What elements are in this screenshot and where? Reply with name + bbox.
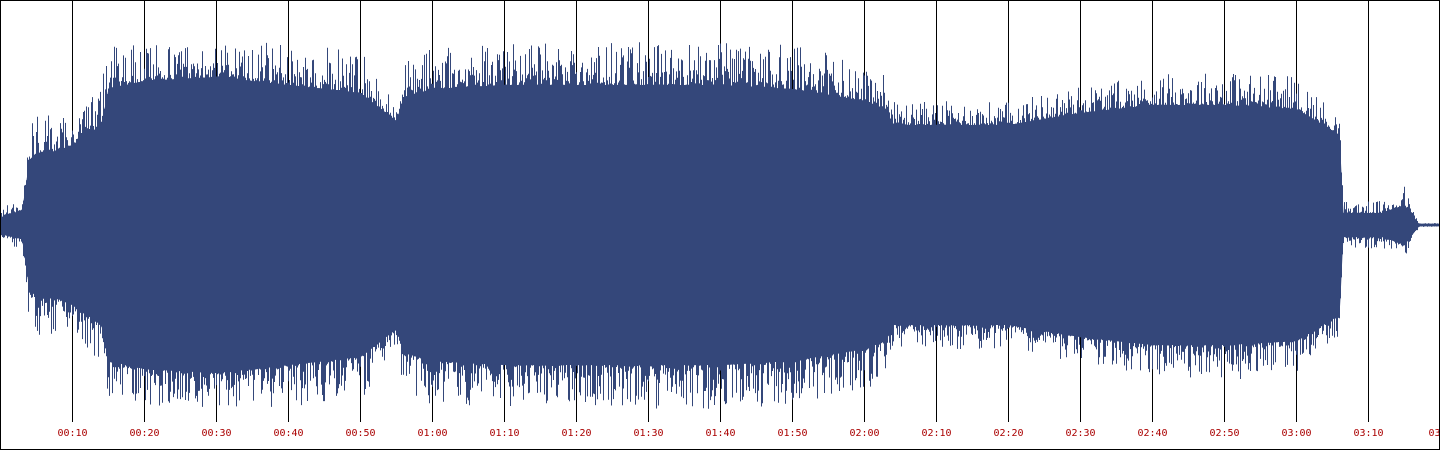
tick-label: 02:50: [1209, 428, 1239, 439]
waveform-body: [0, 77, 1440, 373]
tick-label: 03: [1428, 428, 1440, 439]
tick-label: 00:10: [57, 428, 87, 439]
tick-label: 02:00: [849, 428, 879, 439]
tick-label: 03:10: [1353, 428, 1383, 439]
tick-label: 01:00: [417, 428, 447, 439]
tick-label: 02:30: [1065, 428, 1095, 439]
waveform-series: [0, 42, 1440, 409]
time-axis: 00:10 00:20 00:30 00:40 00:50 01:00 01:10 01:20…: [57, 428, 1440, 439]
tick-label: 01:50: [777, 428, 807, 439]
tick-label: 00:30: [201, 428, 231, 439]
tick-label: 00:20: [129, 428, 159, 439]
tick-label: 01:10: [489, 428, 519, 439]
tick-label: 02:40: [1137, 428, 1167, 439]
tick-label: 01:20: [561, 428, 591, 439]
tick-label: 01:40: [705, 428, 735, 439]
tick-label: 01:30: [633, 428, 663, 439]
tick-label: 02:10: [921, 428, 951, 439]
tick-label: 00:50: [345, 428, 375, 439]
tick-label: 00:40: [273, 428, 303, 439]
tick-label: 03:00: [1281, 428, 1311, 439]
tick-label: 02:20: [993, 428, 1023, 439]
